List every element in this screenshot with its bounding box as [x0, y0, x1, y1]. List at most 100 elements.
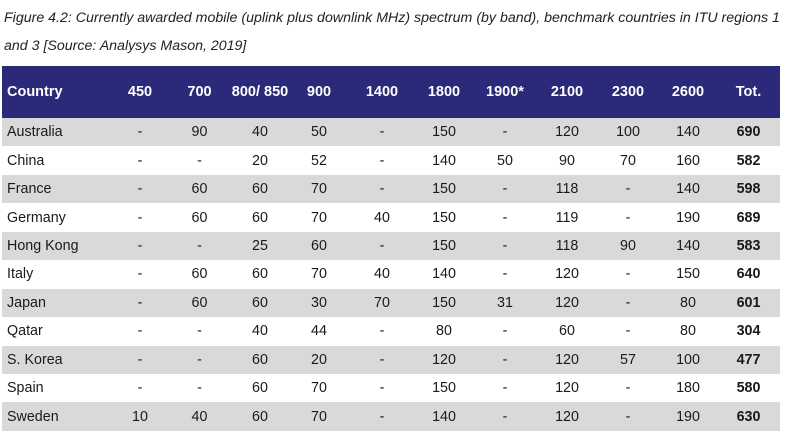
spectrum-cell: 120 — [555, 380, 579, 397]
spectrum-cell: - — [137, 237, 143, 254]
spectrum-cell: 57 — [620, 351, 636, 368]
spectrum-cell: - — [379, 181, 385, 198]
column-header: 450 — [127, 84, 153, 100]
spectrum-cell: 90 — [559, 152, 575, 169]
spectrum-cell: - — [137, 124, 143, 141]
spectrum-cell: - — [502, 181, 508, 198]
table-row: Hong Kong - - 25 60 - 150 - 118 90 140 583 — [2, 231, 780, 261]
spectrum-cell: 44 — [311, 323, 327, 340]
spectrum-cell: 190 — [676, 408, 700, 425]
spectrum-cell: 52 — [311, 152, 327, 169]
spectrum-cell: 60 — [559, 323, 575, 340]
spectrum-cell: 80 — [680, 323, 696, 340]
spectrum-cell: 60 — [252, 351, 268, 368]
column-header: 900 — [306, 84, 332, 100]
spectrum-cell: 100 — [676, 351, 700, 368]
country-cell: Australia — [7, 124, 63, 141]
column-header: 1400 — [365, 84, 399, 100]
spectrum-cell: - — [197, 380, 202, 397]
spectrum-cell: - — [197, 237, 202, 254]
spectrum-cell: 120 — [555, 351, 579, 368]
spectrum-cell: 140 — [676, 181, 700, 198]
total-cell: 598 — [736, 181, 761, 198]
spectrum-cell: 70 — [311, 408, 327, 425]
total-cell: 640 — [736, 266, 761, 283]
total-cell: 601 — [736, 294, 761, 311]
column-header: 2300 — [611, 84, 645, 100]
spectrum-cell: 30 — [311, 294, 327, 311]
spectrum-cell: 119 — [555, 209, 579, 226]
spectrum-cell: 31 — [497, 294, 513, 311]
country-cell: S. Korea — [7, 351, 63, 368]
spectrum-cell: - — [625, 408, 631, 425]
spectrum-cell: - — [379, 237, 385, 254]
column-header: 700 — [187, 84, 212, 100]
spectrum-cell: - — [137, 209, 143, 226]
spectrum-cell: 140 — [432, 152, 456, 169]
spectrum-cell: 150 — [432, 237, 456, 254]
spectrum-cell: - — [137, 323, 143, 340]
spectrum-cell: 60 — [252, 380, 268, 397]
spectrum-cell: - — [137, 380, 143, 397]
spectrum-cell: 70 — [311, 266, 327, 283]
spectrum-cell: - — [379, 351, 385, 368]
spectrum-cell: - — [379, 152, 385, 169]
table-row: Australia - 90 40 50 - 150 - 120 100 140 690 — [2, 118, 780, 147]
spectrum-cell: 140 — [432, 408, 456, 425]
table-body: Australia - 90 40 50 - 150 - 120 100 140 690 China - -… — [2, 118, 780, 431]
column-header-country: Country — [7, 84, 63, 100]
spectrum-cell: 40 — [374, 266, 390, 283]
spectrum-cell: 180 — [676, 380, 700, 397]
spectrum-cell: 190 — [676, 209, 700, 226]
spectrum-cell: - — [502, 237, 508, 254]
spectrum-cell: - — [137, 351, 143, 368]
country-cell: Italy — [7, 266, 34, 283]
spectrum-cell: - — [197, 351, 202, 368]
spectrum-cell: - — [502, 209, 508, 226]
spectrum-cell: 150 — [676, 266, 700, 283]
spectrum-cell: 40 — [252, 124, 268, 141]
spectrum-cell: 100 — [616, 124, 640, 141]
spectrum-cell: - — [197, 323, 202, 340]
column-header: 1900* — [486, 84, 524, 100]
spectrum-cell: 118 — [555, 181, 579, 198]
spectrum-cell: - — [502, 380, 508, 397]
spectrum-cell: 20 — [311, 351, 327, 368]
total-cell: 630 — [736, 408, 761, 425]
spectrum-cell: 25 — [252, 237, 268, 254]
spectrum-cell: 160 — [676, 152, 700, 169]
spectrum-cell: - — [137, 294, 143, 311]
table-row: S. Korea - - 60 20 - 120 - 120 57 100 477 — [2, 345, 780, 374]
spectrum-cell: 140 — [676, 124, 700, 141]
spectrum-cell: 60 — [191, 266, 208, 283]
total-cell: 582 — [736, 152, 761, 169]
spectrum-cell: 40 — [191, 408, 208, 425]
spectrum-cell: 60 — [191, 181, 208, 198]
spectrum-cell: 50 — [311, 124, 327, 141]
spectrum-cell: - — [379, 124, 385, 141]
country-cell: Spain — [7, 380, 44, 397]
spectrum-cell: 20 — [252, 152, 268, 169]
table-row: France - 60 60 70 - 150 - 118 - 140 598 — [2, 174, 780, 204]
spectrum-cell: - — [137, 152, 143, 169]
spectrum-cell: 10 — [132, 408, 148, 425]
spectrum-cell: 120 — [555, 294, 579, 311]
total-cell: 689 — [736, 209, 761, 226]
column-header: 2100 — [550, 84, 584, 100]
table-row: Qatar - - 40 44 - 80 - 60 - 80 304 — [2, 317, 780, 346]
spectrum-cell: 60 — [191, 294, 208, 311]
spectrum-cell: 70 — [374, 294, 390, 311]
table-row: Spain - - 60 70 - 150 - 120 - 180 580 — [2, 373, 780, 403]
spectrum-cell: 90 — [191, 124, 208, 141]
spectrum-cell: - — [502, 351, 508, 368]
spectrum-cell: - — [625, 380, 631, 397]
spectrum-cell: 80 — [436, 323, 452, 340]
total-cell: 304 — [736, 323, 761, 340]
spectrum-cell: - — [625, 266, 631, 283]
country-cell: Sweden — [7, 408, 59, 425]
spectrum-cell: - — [137, 181, 143, 198]
spectrum-cell: - — [197, 152, 202, 169]
spectrum-cell: - — [502, 323, 508, 340]
spectrum-cell: 150 — [432, 294, 456, 311]
spectrum-cell: - — [379, 380, 385, 397]
